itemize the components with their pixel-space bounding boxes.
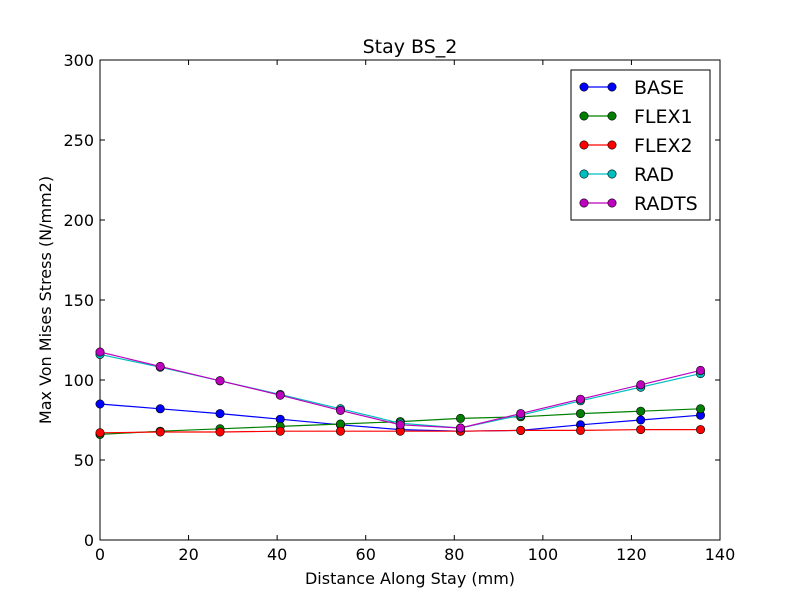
legend-label-radts: RADTS	[634, 193, 698, 215]
legend-marker-base	[579, 82, 589, 92]
data-point-flex2	[95, 428, 105, 438]
legend-label-rad: RAD	[634, 164, 674, 186]
legend-marker-flex2	[579, 140, 589, 150]
legend-marker-radts	[579, 198, 589, 208]
x-tick-label: 100	[528, 545, 559, 564]
data-point-radts	[455, 423, 465, 433]
data-point-flex2	[275, 426, 285, 436]
data-point-radts	[395, 420, 405, 430]
data-point-flex2	[636, 425, 646, 435]
y-tick-label: 0	[84, 531, 94, 550]
legend: BASE FLEX1 FLEX2 RAD RADTS	[570, 69, 711, 221]
data-point-radts	[636, 380, 646, 390]
legend-marker-flex1	[607, 111, 617, 121]
data-point-radts	[95, 347, 105, 357]
data-point-radts	[335, 405, 345, 415]
data-point-base	[155, 404, 165, 414]
data-point-base	[636, 415, 646, 425]
x-tick-label: 120	[616, 545, 647, 564]
y-tick-label: 150	[63, 291, 94, 310]
data-point-radts	[575, 394, 585, 404]
y-tick-label: 250	[63, 131, 94, 150]
data-point-base	[215, 409, 225, 419]
x-axis-title: Distance Along Stay (mm)	[305, 569, 515, 588]
legend-marker-radts	[607, 198, 617, 208]
x-tick-label: 0	[95, 545, 105, 564]
y-tick-label: 200	[63, 211, 94, 230]
data-point-flex2	[215, 427, 225, 437]
legend-marker-base	[607, 82, 617, 92]
x-tick-label: 40	[267, 545, 287, 564]
legend-marker-rad	[579, 169, 589, 179]
legend-marker-flex1	[579, 111, 589, 121]
data-point-flex1	[455, 413, 465, 423]
data-point-radts	[696, 365, 706, 375]
legend-label-flex1: FLEX1	[634, 106, 693, 128]
x-tick-label: 60	[356, 545, 376, 564]
legend-label-flex2: FLEX2	[634, 135, 693, 157]
data-point-flex2	[516, 425, 526, 435]
data-point-flex2	[696, 425, 706, 435]
data-point-flex2	[155, 427, 165, 437]
data-point-flex2	[335, 426, 345, 436]
legend-label-base: BASE	[634, 77, 684, 99]
legend-marker-rad	[607, 169, 617, 179]
x-tick-label: 20	[178, 545, 198, 564]
plot-area: 0 20 40 60 80 100 120 140 0 50 100 150 200 250 300	[63, 51, 735, 564]
data-point-flex1	[575, 409, 585, 419]
data-point-flex2	[575, 425, 585, 435]
data-point-flex1	[636, 406, 646, 416]
y-tick-label: 300	[63, 51, 94, 70]
data-point-radts	[155, 361, 165, 371]
x-tick-label: 80	[444, 545, 464, 564]
chart-title: Stay BS_2	[363, 36, 458, 58]
data-point-radts	[516, 409, 526, 419]
data-point-radts	[215, 376, 225, 386]
y-axis-title: Max Von Mises Stress (N/mm2)	[36, 176, 55, 424]
data-point-flex1	[696, 404, 706, 414]
legend-marker-flex2	[607, 140, 617, 150]
data-point-base	[95, 399, 105, 409]
y-tick-label: 100	[63, 371, 94, 390]
x-tick-label: 140	[705, 545, 736, 564]
data-point-radts	[275, 390, 285, 400]
y-tick-label: 50	[74, 451, 94, 470]
